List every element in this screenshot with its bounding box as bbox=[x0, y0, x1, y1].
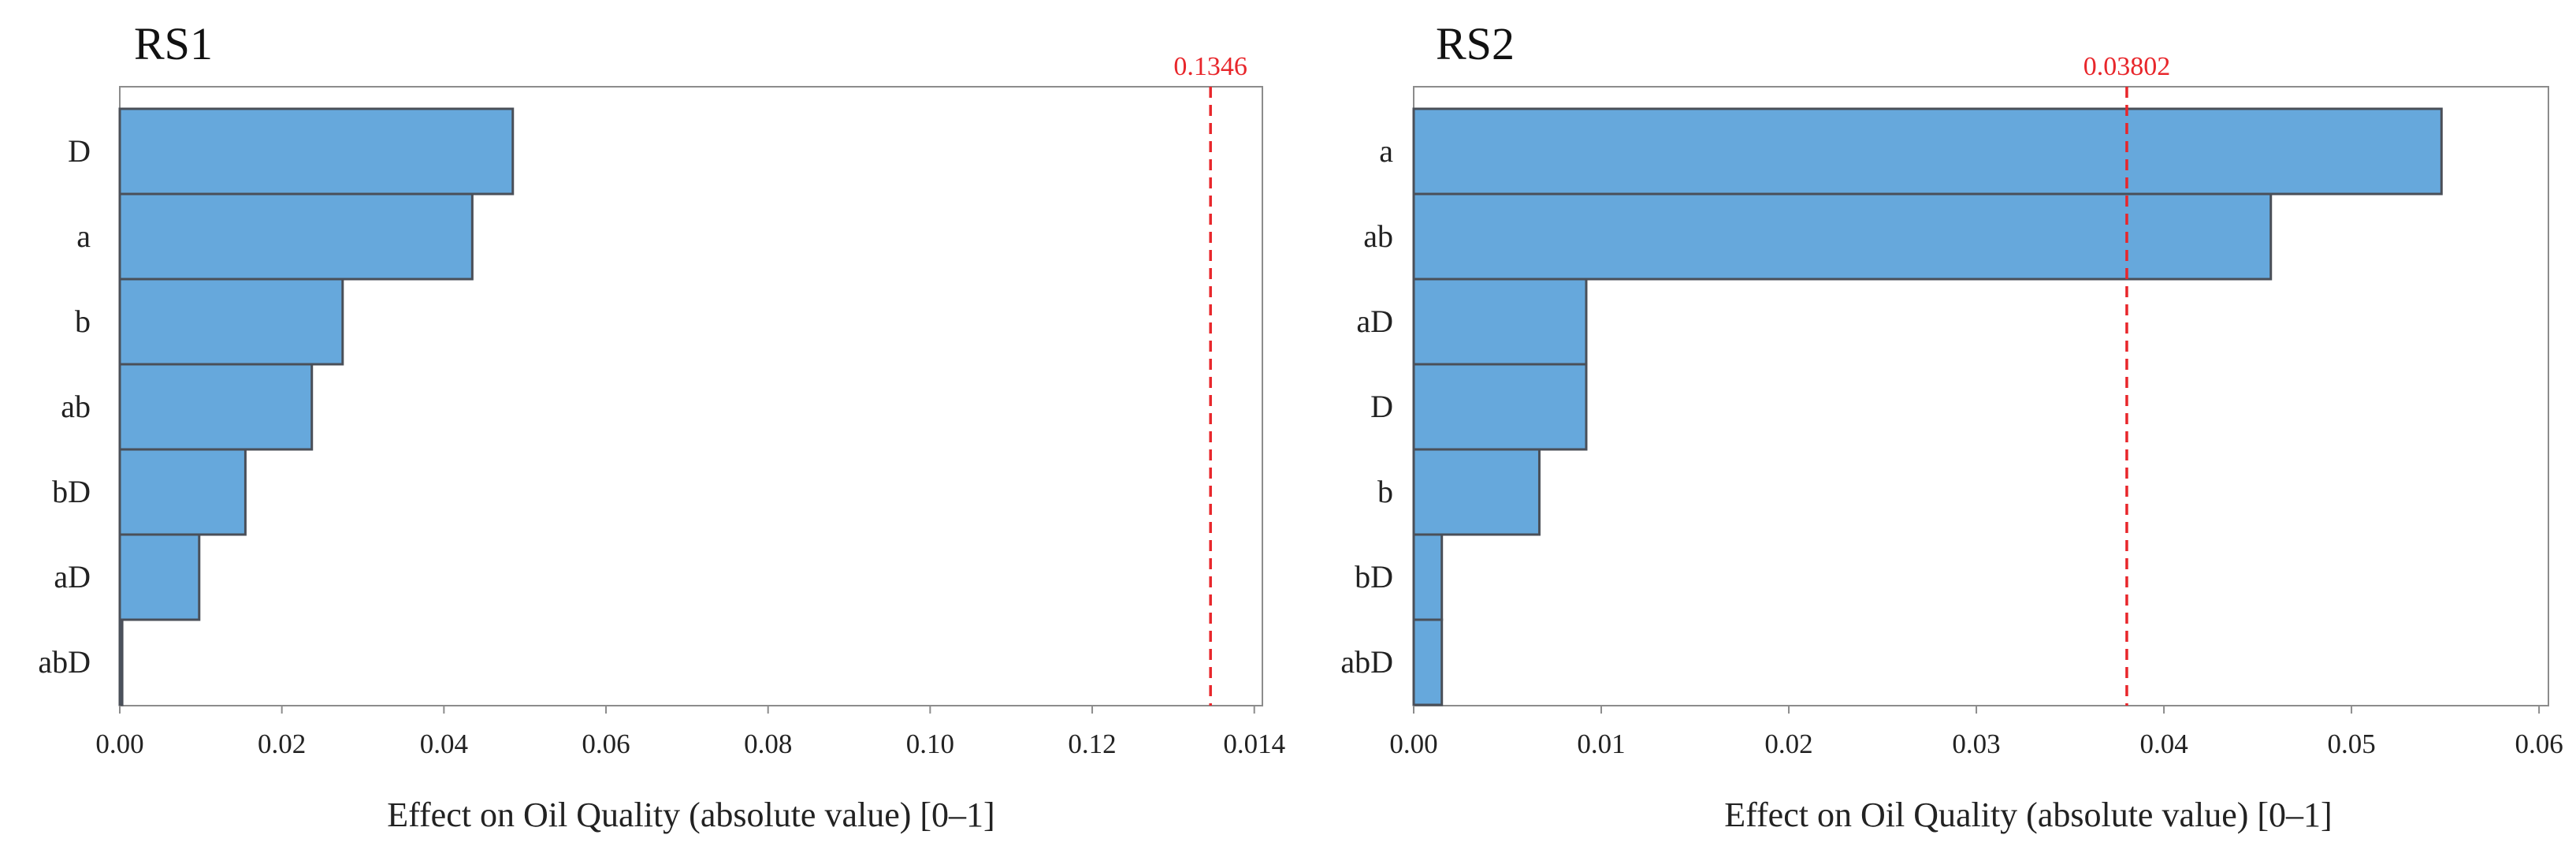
x-tick-label-rs2-5: 0.05 bbox=[2327, 729, 2375, 759]
x-tick-label-rs2-4: 0.04 bbox=[2139, 729, 2188, 759]
category-label-rs1-aD: aD bbox=[54, 559, 91, 594]
bar-rs2-bD bbox=[1412, 533, 1444, 621]
x-tick-label-rs1-5: 0.10 bbox=[906, 729, 954, 759]
category-label-rs1-bD: bD bbox=[52, 474, 91, 509]
bars-rs1 bbox=[118, 107, 515, 706]
reference-rs2: 0.03802 bbox=[2083, 52, 2171, 706]
bar-rs2-aD bbox=[1412, 278, 1588, 366]
x-tick-label-rs1-6: 0.12 bbox=[1068, 729, 1116, 759]
category-label-rs2-a: a bbox=[1379, 133, 1393, 169]
category-label-rs2-D: D bbox=[1370, 389, 1393, 424]
category-label-rs2-aD: aD bbox=[1356, 304, 1393, 339]
x-tick-label-rs1-3: 0.06 bbox=[582, 729, 630, 759]
category-labels-rs2: a ab aD Db bD abD bbox=[1340, 133, 1393, 680]
bar-rs2-abD bbox=[1412, 618, 1444, 706]
x-ticks-rs1: 0.00 0.02 0.04 0.06 0.08 0.10 0.12 0.014 bbox=[95, 706, 1285, 759]
x-tick-label-rs1-7: 0.014 bbox=[1223, 729, 1285, 759]
bars-rs2 bbox=[1412, 107, 2443, 706]
bar-rs2-D bbox=[1412, 363, 1588, 451]
bar-rs1-bD bbox=[118, 448, 247, 536]
bar-rs1-b bbox=[118, 278, 344, 366]
bar-rs2-b bbox=[1412, 448, 1541, 536]
category-label-rs2-bD: bD bbox=[1355, 559, 1393, 594]
category-label-rs1-ab: ab bbox=[61, 389, 91, 424]
category-label-rs1-abD: abD bbox=[38, 644, 91, 680]
bar-rs2-ab bbox=[1412, 192, 2273, 281]
reference-rs1: 0.1346 bbox=[1173, 52, 1247, 706]
category-label-rs2-ab: ab bbox=[1363, 218, 1393, 254]
x-tick-label-rs2-3: 0.03 bbox=[1952, 729, 2000, 759]
x-tick-label-rs2-1: 0.01 bbox=[1577, 729, 1625, 759]
bar-rs1-aD bbox=[118, 533, 201, 621]
category-label-rs1-D: D bbox=[68, 133, 91, 169]
category-label-rs2-b: b bbox=[1377, 474, 1393, 509]
x-axis-label-rs1: Effect on Oil Quality (absolute value) [… bbox=[387, 796, 994, 834]
chart-title-rs2: RS2 bbox=[1436, 18, 1515, 69]
x-tick-label-rs2-6: 0.06 bbox=[2515, 729, 2563, 759]
x-tick-label-rs2-0: 0.00 bbox=[1389, 729, 1437, 759]
reference-line-label-rs2: 0.03802 bbox=[2083, 52, 2171, 81]
x-ticks-rs2: 0.00 0.01 0.02 0.03 0.04 0.05 0.06 bbox=[1389, 706, 2563, 759]
bar-rs1-ab bbox=[118, 363, 314, 451]
category-label-rs2-abD: abD bbox=[1340, 644, 1393, 680]
category-label-rs1-a: a bbox=[76, 218, 91, 254]
reference-line-label-rs1: 0.1346 bbox=[1173, 52, 1247, 81]
x-axis-label-rs2: Effect on Oil Quality (absolute value) [… bbox=[1724, 796, 2332, 834]
bar-rs2-a bbox=[1412, 107, 2443, 196]
x-tick-label-rs2-2: 0.02 bbox=[1764, 729, 1812, 759]
category-label-rs1-b: b bbox=[75, 304, 91, 339]
bar-rs1-D bbox=[118, 107, 515, 196]
x-tick-label-rs1-0: 0.00 bbox=[95, 729, 143, 759]
x-tick-label-rs1-2: 0.04 bbox=[420, 729, 468, 759]
x-tick-label-rs1-1: 0.02 bbox=[258, 729, 306, 759]
bar-rs1-abD bbox=[118, 618, 124, 706]
bar-rs1-a bbox=[118, 192, 474, 281]
chart-title-rs1: RS1 bbox=[134, 18, 213, 69]
x-tick-label-rs1-4: 0.08 bbox=[744, 729, 792, 759]
